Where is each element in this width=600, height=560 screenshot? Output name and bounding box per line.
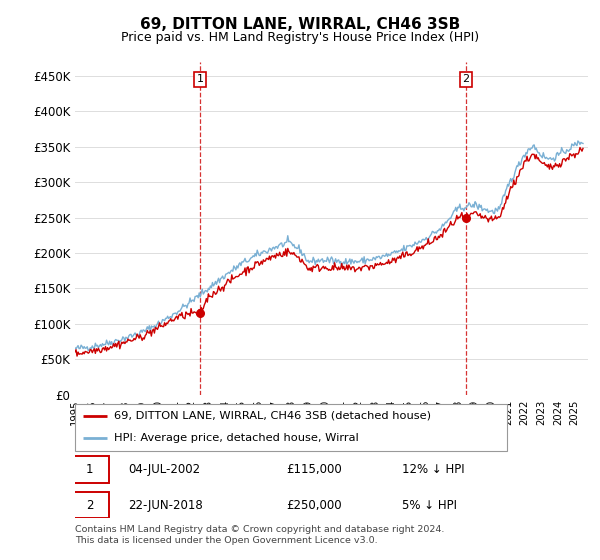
Text: Contains HM Land Registry data © Crown copyright and database right 2024.
This d: Contains HM Land Registry data © Crown c…: [75, 525, 445, 545]
Text: £250,000: £250,000: [286, 498, 342, 512]
Text: 2: 2: [463, 74, 469, 85]
Text: 04-JUL-2002: 04-JUL-2002: [128, 463, 200, 476]
Text: £115,000: £115,000: [286, 463, 342, 476]
FancyBboxPatch shape: [70, 492, 109, 518]
FancyBboxPatch shape: [75, 404, 507, 451]
Text: 12% ↓ HPI: 12% ↓ HPI: [403, 463, 465, 476]
Text: 2: 2: [86, 498, 93, 512]
Text: 5% ↓ HPI: 5% ↓ HPI: [403, 498, 457, 512]
Text: 69, DITTON LANE, WIRRAL, CH46 3SB: 69, DITTON LANE, WIRRAL, CH46 3SB: [140, 17, 460, 32]
Text: Price paid vs. HM Land Registry's House Price Index (HPI): Price paid vs. HM Land Registry's House …: [121, 31, 479, 44]
FancyBboxPatch shape: [70, 456, 109, 483]
Text: 1: 1: [86, 463, 93, 476]
Text: 22-JUN-2018: 22-JUN-2018: [128, 498, 203, 512]
Text: HPI: Average price, detached house, Wirral: HPI: Average price, detached house, Wirr…: [114, 433, 359, 443]
Text: 1: 1: [196, 74, 203, 85]
Text: 69, DITTON LANE, WIRRAL, CH46 3SB (detached house): 69, DITTON LANE, WIRRAL, CH46 3SB (detac…: [114, 411, 431, 421]
